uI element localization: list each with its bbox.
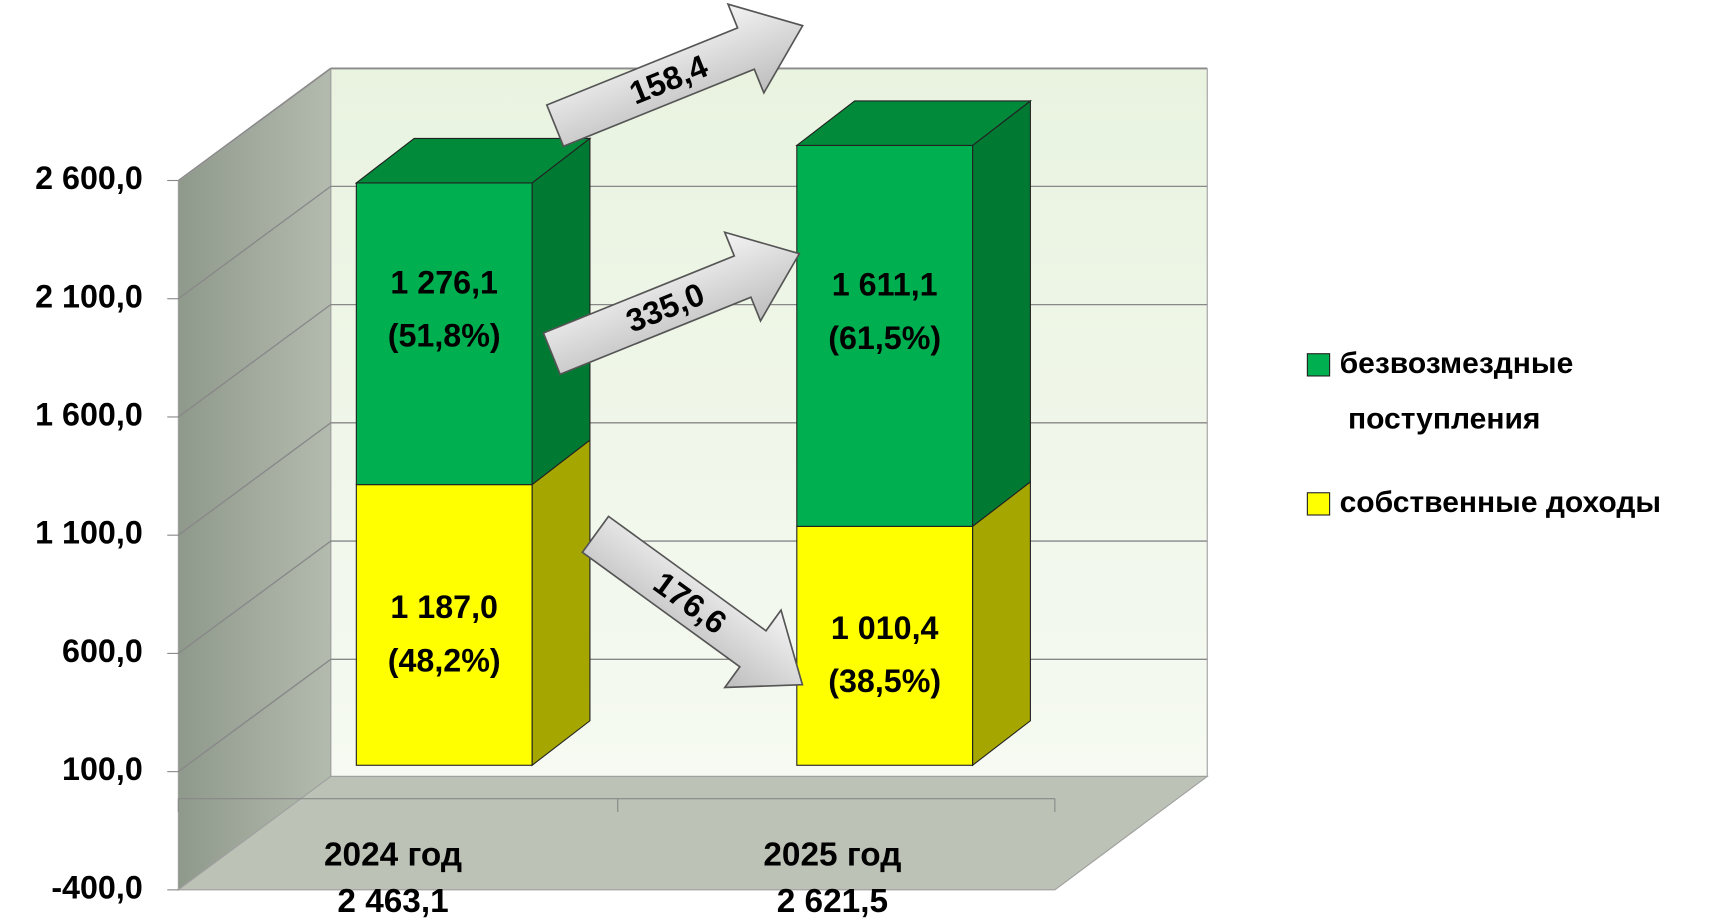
y-tick-label: 2 100,0 <box>35 278 143 314</box>
bar-side <box>531 438 591 767</box>
y-tick-label: 100,0 <box>62 751 143 787</box>
bar <box>355 484 533 766</box>
x-tick-label: 2025 год <box>763 836 901 873</box>
value-label: 1 611,1 <box>832 266 938 302</box>
y-tick-label: 600,0 <box>62 633 143 669</box>
share-label: (51,8%) <box>388 318 501 354</box>
grid-line <box>177 658 332 773</box>
share-label: (61,5%) <box>828 320 941 356</box>
bar <box>796 525 974 766</box>
share-label: (38,5%) <box>828 663 941 699</box>
x-tick-label: 2024 год <box>324 836 462 873</box>
floor <box>176 775 1209 891</box>
bar-side <box>531 137 591 486</box>
bar-side <box>972 99 1031 528</box>
y-tick-label: -400,0 <box>51 869 142 905</box>
legend-label: собственные доходы <box>1340 486 1661 519</box>
y-tick-label: 1 100,0 <box>35 515 143 551</box>
arrow-shape <box>545 2 804 148</box>
arrow-shape <box>542 230 801 376</box>
grid-line <box>177 422 332 536</box>
value-label: 1 187,0 <box>390 589 498 625</box>
legend-swatch <box>1306 492 1331 516</box>
arrow: 158,4 <box>545 2 804 148</box>
legend-swatch <box>1306 353 1331 377</box>
y-tick-label: 2 600,0 <box>35 160 143 196</box>
total-label: 2 463,1 <box>337 883 448 920</box>
value-label: 1 276,1 <box>390 264 498 300</box>
y-tick-label: 1 600,0 <box>35 396 143 432</box>
grid-line <box>177 304 332 418</box>
bar-top <box>354 137 592 184</box>
grid-line <box>177 185 332 300</box>
share-label: (48,2%) <box>388 642 501 678</box>
bar-side <box>972 480 1031 767</box>
legend-label: безвозмездные поступления <box>1340 347 1574 436</box>
grid-line <box>177 67 332 182</box>
arrow-shape <box>581 515 804 689</box>
bar <box>796 144 974 527</box>
total-label: 2 621,5 <box>777 883 888 920</box>
value-label: 1 010,4 <box>831 610 939 646</box>
bar-top <box>795 100 1033 146</box>
bar <box>355 182 533 486</box>
grid-line <box>177 540 332 654</box>
